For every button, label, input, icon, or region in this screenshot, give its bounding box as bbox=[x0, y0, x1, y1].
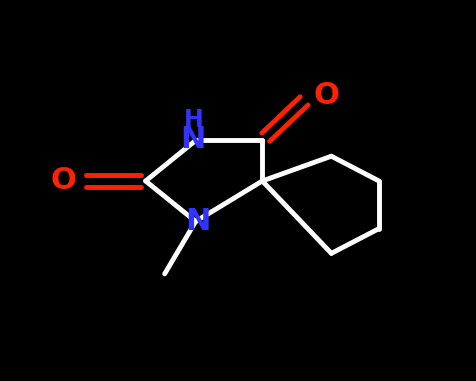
Text: O: O bbox=[313, 81, 339, 110]
Text: N: N bbox=[185, 207, 210, 236]
Text: N: N bbox=[180, 125, 206, 154]
Text: H: H bbox=[183, 109, 203, 133]
Text: O: O bbox=[50, 166, 76, 195]
